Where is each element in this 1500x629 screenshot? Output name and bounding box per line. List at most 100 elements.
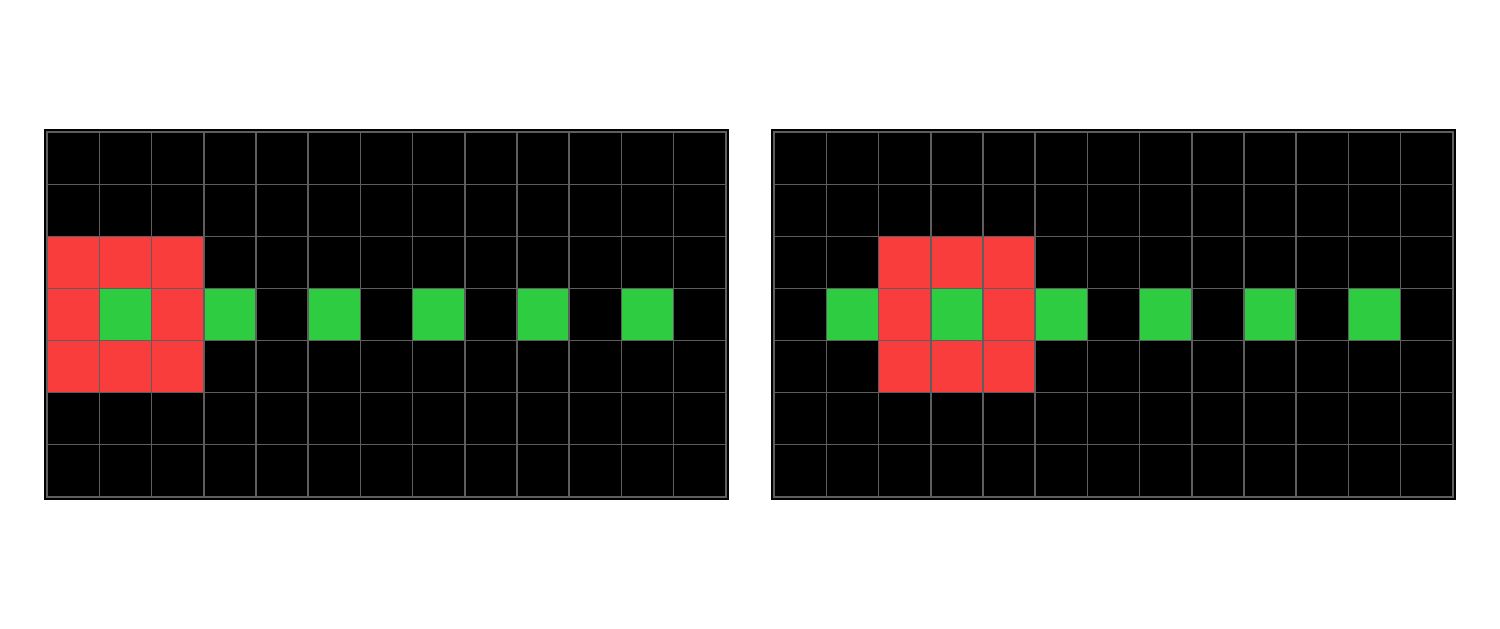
empty-cell (983, 185, 1035, 236)
empty-cell (361, 289, 412, 340)
empty-cell (931, 185, 983, 236)
empty-cell (465, 341, 517, 392)
empty-cell (1244, 133, 1296, 184)
empty-cell (622, 185, 673, 236)
empty-cell (1192, 341, 1244, 392)
empty-cell (48, 185, 99, 236)
green-cell (413, 289, 465, 340)
empty-cell (569, 237, 621, 288)
empty-cell (1088, 341, 1139, 392)
empty-cell (204, 393, 256, 444)
empty-cell (204, 133, 256, 184)
empty-cell (517, 133, 569, 184)
empty-cell (1296, 445, 1348, 496)
empty-cell (100, 133, 151, 184)
empty-cell (827, 133, 878, 184)
red-cell (100, 341, 151, 392)
empty-cell (413, 341, 465, 392)
empty-cell (1296, 393, 1348, 444)
empty-cell (1244, 237, 1296, 288)
empty-cell (827, 445, 878, 496)
empty-cell (827, 341, 878, 392)
empty-cell (517, 393, 569, 444)
empty-cell (674, 445, 725, 496)
empty-cell (775, 341, 826, 392)
empty-cell (256, 289, 308, 340)
empty-cell (931, 133, 983, 184)
empty-cell (465, 393, 517, 444)
empty-cell (100, 393, 151, 444)
empty-cell (879, 445, 931, 496)
empty-cell (775, 289, 826, 340)
empty-cell (1140, 393, 1192, 444)
empty-cell (152, 185, 204, 236)
empty-cell (413, 445, 465, 496)
empty-cell (1192, 289, 1244, 340)
empty-cell (1401, 445, 1452, 496)
empty-cell (1088, 237, 1139, 288)
empty-cell (1035, 185, 1087, 236)
empty-cell (827, 185, 878, 236)
empty-cell (1296, 133, 1348, 184)
empty-cell (983, 393, 1035, 444)
empty-cell (1192, 185, 1244, 236)
empty-cell (308, 185, 360, 236)
red-cell (931, 341, 983, 392)
empty-cell (517, 445, 569, 496)
empty-cell (361, 133, 412, 184)
empty-cell (465, 133, 517, 184)
empty-cell (1401, 341, 1452, 392)
green-cell (204, 289, 256, 340)
empty-cell (256, 237, 308, 288)
empty-cell (879, 393, 931, 444)
empty-cell (1401, 393, 1452, 444)
empty-cell (1140, 185, 1192, 236)
empty-cell (569, 445, 621, 496)
empty-cell (204, 237, 256, 288)
empty-cell (879, 185, 931, 236)
empty-cell (1088, 185, 1139, 236)
empty-cell (1401, 289, 1452, 340)
empty-cell (1349, 133, 1400, 184)
red-cell (983, 289, 1035, 340)
empty-cell (674, 341, 725, 392)
empty-cell (1140, 237, 1192, 288)
empty-cell (413, 185, 465, 236)
empty-cell (1401, 133, 1452, 184)
green-cell (827, 289, 878, 340)
empty-cell (308, 393, 360, 444)
empty-cell (1035, 133, 1087, 184)
empty-cell (361, 445, 412, 496)
empty-cell (100, 445, 151, 496)
empty-cell (48, 393, 99, 444)
empty-cell (517, 237, 569, 288)
empty-cell (1296, 185, 1348, 236)
empty-cell (308, 237, 360, 288)
empty-cell (775, 445, 826, 496)
green-cell (931, 289, 983, 340)
red-cell (879, 289, 931, 340)
empty-cell (1192, 393, 1244, 444)
empty-cell (1035, 237, 1087, 288)
empty-cell (1349, 393, 1400, 444)
red-cell (879, 341, 931, 392)
green-cell (100, 289, 151, 340)
empty-cell (1401, 237, 1452, 288)
empty-cell (569, 289, 621, 340)
empty-cell (983, 445, 1035, 496)
empty-cell (674, 237, 725, 288)
green-cell (1244, 289, 1296, 340)
empty-cell (1401, 185, 1452, 236)
green-cell (308, 289, 360, 340)
empty-cell (256, 133, 308, 184)
empty-cell (931, 445, 983, 496)
red-cell (48, 289, 99, 340)
empty-cell (465, 237, 517, 288)
empty-cell (517, 341, 569, 392)
red-cell (152, 237, 204, 288)
red-cell (100, 237, 151, 288)
empty-cell (1244, 341, 1296, 392)
empty-cell (674, 133, 725, 184)
green-cell (517, 289, 569, 340)
green-cell (1140, 289, 1192, 340)
